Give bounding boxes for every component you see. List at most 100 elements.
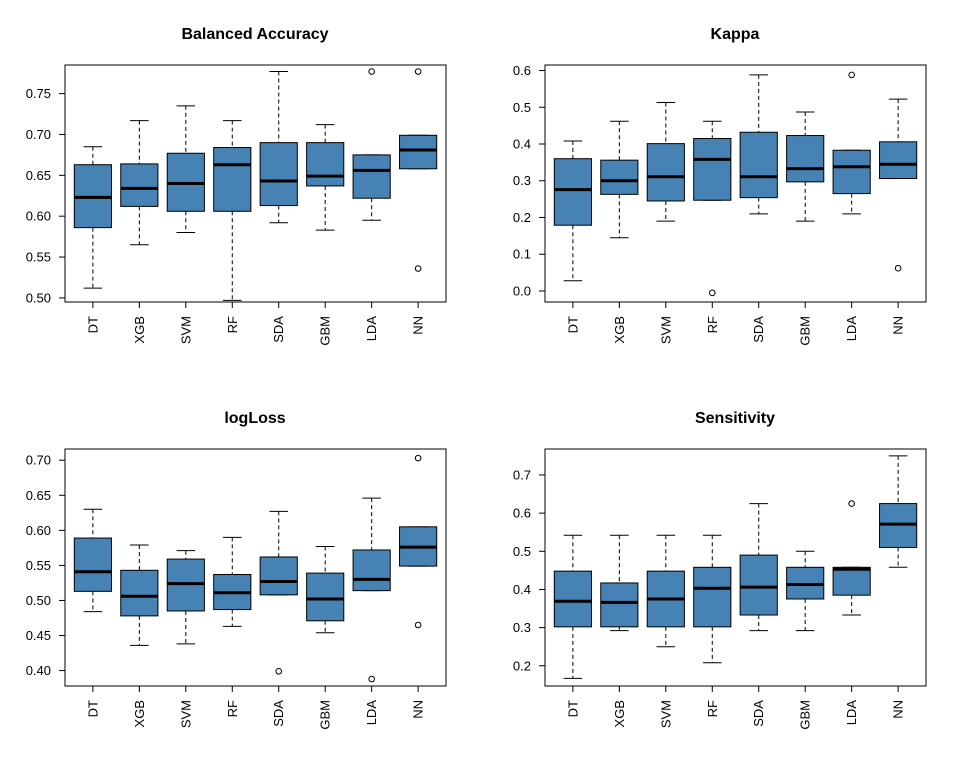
outlier-point bbox=[848, 500, 855, 507]
x-tick-label: LDA bbox=[364, 700, 379, 726]
y-tick-label: 0.65 bbox=[26, 168, 51, 183]
outlier-point bbox=[894, 264, 902, 272]
outlier-point bbox=[414, 265, 422, 272]
box-lda bbox=[352, 68, 391, 221]
x-tick-label: SDA bbox=[271, 316, 286, 343]
box-xgb bbox=[600, 534, 639, 632]
x-tick-label: XGB bbox=[132, 316, 147, 343]
x-tick-label: XGB bbox=[612, 316, 627, 343]
x-tick-label: GBM bbox=[318, 316, 333, 346]
x-tick-label: GBM bbox=[798, 700, 813, 730]
iqr-box bbox=[120, 163, 159, 207]
iqr-box bbox=[693, 566, 732, 628]
chart-panel-1: Balanced Accuracy 0.50 0.55 0.60 0.65 0.70 0.7… bbox=[26, 26, 447, 346]
box-dt bbox=[73, 146, 112, 289]
x-axis: DT XGB SVM RF SDA GBM LDA NN bbox=[565, 685, 906, 730]
x-tick-label: SVM bbox=[178, 700, 193, 728]
x-tick-label: LDA bbox=[844, 700, 859, 726]
box-gbm bbox=[786, 550, 825, 632]
chart-title: Sensitivity bbox=[695, 410, 775, 427]
chart-title: logLoss bbox=[224, 410, 285, 427]
box-xgb bbox=[120, 120, 159, 246]
iqr-box bbox=[259, 556, 298, 596]
y-axis: 0.50 0.55 0.60 0.65 0.70 0.75 bbox=[26, 86, 66, 305]
x-tick-label: RF bbox=[225, 700, 240, 717]
outlier-point bbox=[414, 68, 422, 75]
x-tick-label: XGB bbox=[612, 700, 627, 727]
x-tick-label: SDA bbox=[751, 700, 766, 727]
box-gbm bbox=[306, 545, 345, 634]
iqr-box bbox=[553, 158, 592, 226]
outlier-point bbox=[275, 667, 283, 675]
box-svm bbox=[166, 550, 205, 645]
box-xgb bbox=[120, 544, 159, 646]
box-lda bbox=[832, 500, 871, 616]
box-svm bbox=[646, 101, 685, 222]
box-nn bbox=[879, 455, 918, 568]
y-tick-label: 0.45 bbox=[26, 628, 51, 643]
box-gbm bbox=[306, 124, 345, 231]
y-tick-label: 0.3 bbox=[513, 620, 531, 635]
x-tick-label: NN bbox=[891, 316, 906, 335]
box-gbm bbox=[786, 111, 825, 222]
y-axis: 0.0 0.1 0.2 0.3 0.4 0.5 0.6 bbox=[513, 63, 546, 298]
outlier-point bbox=[368, 68, 375, 75]
x-axis: DT XGB SVM RF SDA GBM LDA NN bbox=[565, 301, 906, 346]
iqr-box bbox=[600, 582, 639, 628]
y-tick-label: 0.3 bbox=[513, 173, 531, 188]
box-sda bbox=[739, 503, 778, 632]
y-axis: 0.2 0.3 0.4 0.5 0.6 0.7 bbox=[513, 467, 546, 673]
box-xgb bbox=[600, 120, 639, 239]
box-svm bbox=[166, 105, 205, 234]
box-sda bbox=[259, 510, 298, 675]
outlier-point bbox=[414, 621, 422, 629]
y-tick-label: 0.50 bbox=[26, 290, 51, 305]
outlier-point bbox=[848, 71, 855, 79]
chart-title: Balanced Accuracy bbox=[181, 26, 328, 43]
x-tick-label: NN bbox=[411, 316, 426, 335]
iqr-box bbox=[879, 141, 918, 180]
chart-panel-4: Sensitivity 0.2 0.3 0.4 0.5 0.6 0.7 DT XGB SVM RF S… bbox=[513, 410, 927, 730]
box-lda bbox=[832, 71, 871, 215]
iqr-box bbox=[306, 142, 345, 187]
y-tick-label: 0.2 bbox=[513, 210, 531, 225]
y-tick-label: 0.60 bbox=[26, 209, 51, 224]
y-tick-label: 0.70 bbox=[26, 453, 51, 468]
x-tick-label: SVM bbox=[658, 316, 673, 344]
x-tick-label: RF bbox=[225, 316, 240, 333]
x-tick-label: NN bbox=[891, 700, 906, 719]
y-tick-label: 0.70 bbox=[26, 127, 51, 142]
y-tick-label: 0.6 bbox=[513, 506, 531, 521]
outlier-point bbox=[414, 454, 422, 462]
y-tick-label: 0.5 bbox=[513, 100, 531, 115]
x-tick-label: DT bbox=[85, 316, 100, 333]
y-tick-label: 0.5 bbox=[513, 544, 531, 559]
y-tick-label: 0.55 bbox=[26, 250, 51, 265]
iqr-box bbox=[739, 554, 778, 616]
iqr-box bbox=[399, 134, 438, 170]
box-nn bbox=[879, 98, 918, 272]
iqr-box bbox=[259, 142, 298, 207]
outlier-point bbox=[368, 675, 375, 683]
x-axis: DT XGB SVM RF SDA GBM LDA NN bbox=[85, 301, 426, 346]
x-tick-label: LDA bbox=[364, 316, 379, 342]
iqr-box bbox=[553, 570, 592, 628]
x-tick-label: SVM bbox=[658, 700, 673, 728]
y-tick-label: 0.0 bbox=[513, 283, 531, 298]
x-tick-label: XGB bbox=[132, 700, 147, 727]
box-rf bbox=[213, 120, 252, 301]
y-axis: 0.40 0.45 0.50 0.55 0.60 0.65 0.70 bbox=[26, 453, 66, 678]
box-sda bbox=[259, 71, 298, 224]
chart-panel-3: logLoss 0.40 0.45 0.50 0.55 0.60 0.65 0.70 DT XGB… bbox=[26, 410, 447, 730]
x-tick-label: LDA bbox=[844, 316, 859, 342]
outlier-point bbox=[708, 289, 716, 297]
iqr-box bbox=[306, 572, 345, 622]
x-tick-label: DT bbox=[565, 700, 580, 717]
iqr-box bbox=[832, 566, 871, 596]
iqr-box bbox=[213, 147, 252, 212]
y-tick-label: 0.55 bbox=[26, 558, 51, 573]
box-rf bbox=[693, 534, 732, 664]
x-tick-label: SVM bbox=[178, 316, 193, 344]
chart-title: Kappa bbox=[711, 26, 760, 43]
iqr-box bbox=[352, 549, 391, 592]
